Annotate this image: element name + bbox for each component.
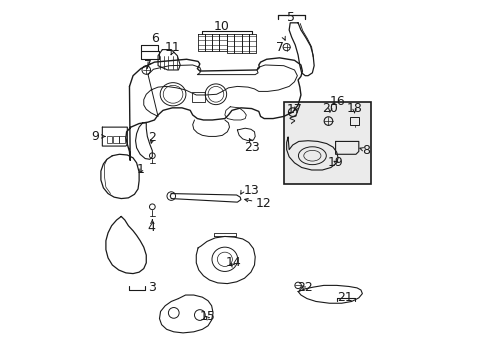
Text: 16: 16 bbox=[329, 95, 345, 108]
Text: 2: 2 bbox=[147, 131, 155, 144]
Bar bbox=[340, 144, 346, 152]
Bar bbox=[191, 92, 205, 102]
Bar bbox=[283, 102, 370, 184]
Bar bbox=[119, 136, 124, 143]
Text: 15: 15 bbox=[200, 310, 216, 323]
Text: 12: 12 bbox=[255, 197, 270, 210]
Text: 7: 7 bbox=[144, 59, 152, 72]
Text: 23: 23 bbox=[244, 141, 259, 154]
Bar bbox=[346, 144, 353, 152]
Text: 5: 5 bbox=[286, 11, 294, 24]
Text: 8: 8 bbox=[362, 144, 369, 157]
Text: 14: 14 bbox=[225, 256, 241, 269]
Text: 20: 20 bbox=[322, 102, 338, 115]
Text: 4: 4 bbox=[147, 221, 155, 234]
Text: 10: 10 bbox=[213, 20, 229, 33]
Text: 9: 9 bbox=[91, 130, 99, 143]
Bar bbox=[113, 136, 119, 143]
Text: 21: 21 bbox=[337, 291, 352, 304]
Text: 6: 6 bbox=[151, 32, 159, 45]
Text: 18: 18 bbox=[346, 102, 362, 115]
Text: 13: 13 bbox=[244, 184, 259, 197]
Text: 22: 22 bbox=[296, 282, 312, 294]
Text: 11: 11 bbox=[164, 41, 180, 54]
Text: 3: 3 bbox=[147, 282, 155, 294]
Text: 19: 19 bbox=[327, 156, 343, 169]
Text: 7: 7 bbox=[275, 41, 283, 54]
Bar bbox=[349, 117, 358, 125]
Text: 17: 17 bbox=[286, 103, 302, 116]
Text: 1: 1 bbox=[137, 163, 144, 176]
Bar bbox=[107, 136, 112, 143]
